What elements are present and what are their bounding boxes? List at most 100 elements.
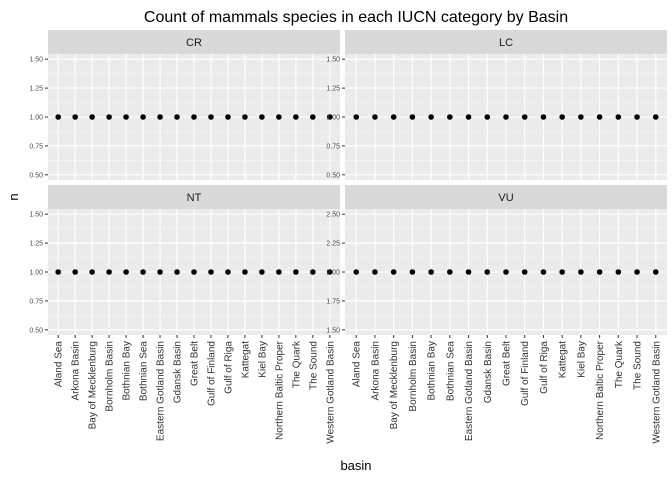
data-point xyxy=(540,269,547,275)
data-point xyxy=(521,114,528,120)
facet-strip-label: CR xyxy=(186,37,202,49)
x-tick-label: Northern Baltic Proper xyxy=(274,340,285,440)
x-tick-label: Gdansk Basin xyxy=(173,341,184,403)
y-tick-label: 2.25 xyxy=(326,241,340,248)
data-point xyxy=(123,114,129,120)
y-axis-title: n xyxy=(6,193,21,200)
data-point xyxy=(157,269,163,275)
data-point xyxy=(89,114,95,120)
x-tick-label: Western Gotland Basin xyxy=(651,341,662,444)
x-tick-label: Bothnian Sea xyxy=(445,341,456,401)
data-point xyxy=(89,269,95,275)
y-tick-label: 2.00 xyxy=(326,270,340,277)
facet-strip-label: VU xyxy=(498,192,513,204)
data-point xyxy=(503,269,509,275)
data-point xyxy=(174,269,180,275)
data-point xyxy=(353,269,360,275)
y-tick-label: 1.50 xyxy=(326,327,340,334)
data-point xyxy=(634,269,640,275)
data-point xyxy=(596,114,603,120)
data-point xyxy=(372,114,378,120)
x-tick-label: Gdansk Basin xyxy=(483,341,494,403)
y-tick-label: 0.50 xyxy=(29,172,43,179)
data-point xyxy=(140,269,146,275)
data-point xyxy=(123,269,129,275)
x-tick-label: Bay of Mecklenburg xyxy=(389,341,400,429)
y-tick-label: 1.00 xyxy=(29,115,43,122)
data-point xyxy=(55,269,61,275)
data-point xyxy=(428,114,434,120)
x-tick-label: Northern Baltic Proper xyxy=(595,340,606,440)
data-point xyxy=(276,114,282,120)
data-point xyxy=(484,114,491,120)
data-point xyxy=(225,114,231,120)
data-point xyxy=(390,269,397,275)
x-tick-label: Kiel Bay xyxy=(576,341,587,378)
x-tick-label: Arkona Basin xyxy=(370,341,381,400)
x-tick-label: Bothnian Bay xyxy=(427,341,438,401)
data-point xyxy=(242,114,248,120)
facet-panel-lc: LC 0.50 0.75 1.00 1.25 1.50 xyxy=(326,30,667,180)
data-point xyxy=(409,269,416,275)
y-tick-label: 2.50 xyxy=(326,212,340,219)
facet-strip xyxy=(345,185,667,209)
data-point xyxy=(578,269,584,275)
data-point xyxy=(327,114,333,120)
facet-strip-label: NT xyxy=(187,192,202,204)
data-point xyxy=(596,269,603,275)
y-tick-label: 1.00 xyxy=(326,115,340,122)
y-tick-label: 1.50 xyxy=(326,57,340,64)
data-point xyxy=(521,269,528,275)
data-point xyxy=(447,269,453,275)
data-point xyxy=(484,269,491,275)
y-tick-label: 0.50 xyxy=(29,327,43,334)
x-tick-label: Bay of Mecklenburg xyxy=(88,341,99,429)
facet-panel-vu: VU 1.50 1.75 2.00 2.25 2.50 Aland Sea Arkona Ba… xyxy=(326,185,667,444)
data-point xyxy=(293,269,299,275)
data-point xyxy=(465,114,472,120)
x-tick-label: Kattegat xyxy=(240,341,251,378)
facet-strip xyxy=(48,30,340,54)
x-tick-label: Gulf of Finland xyxy=(520,341,531,406)
data-point xyxy=(353,114,360,120)
x-tick-label: The Quark xyxy=(291,340,302,388)
x-tick-label: Great Belt xyxy=(502,341,513,386)
x-tick-label: Bornholm Basin xyxy=(105,341,116,412)
data-point xyxy=(106,269,112,275)
data-point xyxy=(409,114,416,120)
x-tick-label: Eastern Gotland Basin xyxy=(464,341,475,441)
facet-panel-nt: NT 0.50 0.75 1.00 1.25 1.50 Aland Sea Arkona Ba… xyxy=(29,185,340,444)
data-point xyxy=(540,114,547,120)
data-point xyxy=(465,269,472,275)
y-tick-label: 0.75 xyxy=(29,143,43,150)
data-point xyxy=(293,114,299,120)
y-tick-label: 1.25 xyxy=(29,86,43,93)
data-point xyxy=(157,114,163,120)
data-point xyxy=(191,114,197,120)
y-tick-label: 0.75 xyxy=(29,298,43,305)
x-tick-label: Gulf of Riga xyxy=(223,341,234,394)
x-axis-title: basin xyxy=(340,458,371,473)
data-point xyxy=(242,269,248,275)
data-point xyxy=(106,114,112,120)
data-point xyxy=(559,269,565,275)
data-point xyxy=(615,114,622,120)
x-tick-label: Arkona Basin xyxy=(71,341,82,400)
y-tick-label: 1.75 xyxy=(326,298,340,305)
y-tick-label: 0.50 xyxy=(326,172,340,179)
data-point xyxy=(634,114,640,120)
x-tick-label: Aland Sea xyxy=(352,341,363,388)
data-point xyxy=(276,269,282,275)
data-point xyxy=(310,269,316,275)
y-tick-label: 1.50 xyxy=(29,212,43,219)
facet-panels: CR 0.50 0.75 1.00 1.25 1.50 LC 0.50 0.75 1.00 1.25… xyxy=(29,30,667,444)
data-point xyxy=(559,114,565,120)
data-point xyxy=(72,114,78,120)
x-tick-label: Gulf of Finland xyxy=(206,341,217,406)
chart-title: Count of mammals species in each IUCN ca… xyxy=(144,9,568,26)
data-point xyxy=(208,269,214,275)
x-tick-label: Eastern Gotland Basin xyxy=(156,341,167,441)
data-point xyxy=(208,114,214,120)
y-tick-label: 1.50 xyxy=(29,57,43,64)
